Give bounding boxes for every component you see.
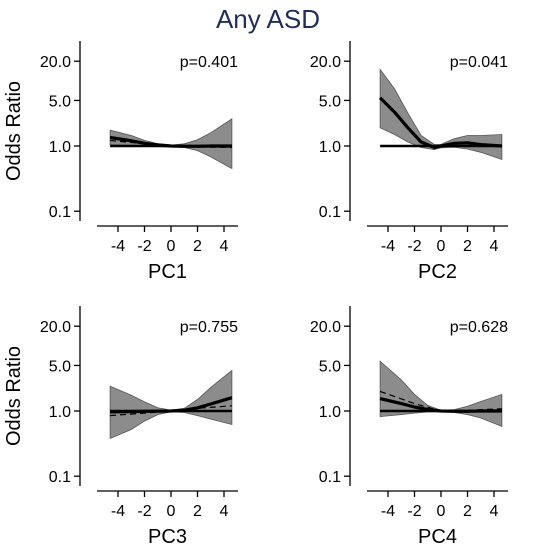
y-tick-label: 5.0	[319, 93, 341, 110]
x-axis-label: PC1	[148, 261, 187, 283]
y-tick-label: 20.0	[40, 319, 71, 336]
y-tick-label: 5.0	[319, 358, 341, 375]
x-tick-label: 0	[167, 503, 176, 520]
y-tick-label: 1.0	[49, 139, 71, 156]
y-axis-label: Odds Ratio	[3, 81, 25, 181]
x-tick-label: 4	[490, 238, 499, 255]
confidence-band	[109, 369, 233, 440]
panel-4: 0.1 1.0 5.0 20.0 -4 -2 0 2 4 PC4 p=0.628	[310, 306, 508, 544]
p-value-label: p=0.755	[180, 319, 238, 336]
x-tick-label: 4	[220, 503, 229, 520]
x-tick-label: 4	[490, 503, 499, 520]
y-axis-label: Odds Ratio	[3, 346, 25, 446]
panel-2: 0.1 1.0 5.0 20.0 -4 -2 0 2 4 PC2 p=0.041	[310, 41, 508, 283]
x-tick-label: 0	[167, 238, 176, 255]
panel-1: 0.1 1.0 5.0 20.0 -4 -2 0 2 4 PC1 Odds Ratio p=0.401	[3, 41, 238, 283]
x-tick-label: 4	[220, 238, 229, 255]
x-tick-label: -4	[381, 503, 395, 520]
x-tick-label: -2	[137, 238, 151, 255]
y-tick-label: 5.0	[49, 93, 71, 110]
x-tick-label: -2	[407, 238, 421, 255]
y-tick-label: 1.0	[319, 139, 341, 156]
p-value-label: p=0.401	[180, 54, 238, 71]
y-tick-label: 5.0	[49, 358, 71, 375]
y-tick-label: 1.0	[49, 404, 71, 421]
p-value-label: p=0.041	[450, 54, 508, 71]
y-tick-label: 1.0	[319, 404, 341, 421]
x-tick-label: -2	[137, 503, 151, 520]
panel-3: 0.1 1.0 5.0 20.0 -4 -2 0 2 4 PC3 Odds Ratio p=0.755	[3, 306, 238, 544]
x-axis-label: PC3	[148, 526, 187, 544]
confidence-band	[379, 360, 503, 427]
confidence-band	[379, 68, 503, 161]
x-axis-label: PC2	[418, 261, 457, 283]
x-tick-label: -4	[111, 503, 125, 520]
x-tick-label: -4	[111, 238, 125, 255]
figure-title: Any ASD	[216, 4, 320, 34]
x-tick-label: 0	[437, 503, 446, 520]
y-tick-label: 0.1	[49, 469, 71, 486]
x-tick-label: -4	[381, 238, 395, 255]
confidence-band	[109, 118, 233, 170]
x-tick-label: 2	[463, 238, 472, 255]
y-tick-label: 0.1	[319, 469, 341, 486]
y-tick-label: 0.1	[319, 204, 341, 221]
x-tick-label: 2	[193, 238, 202, 255]
x-tick-label: 2	[463, 503, 472, 520]
y-tick-label: 0.1	[49, 204, 71, 221]
y-tick-label: 20.0	[40, 54, 71, 71]
p-value-label: p=0.628	[450, 319, 508, 336]
y-tick-label: 20.0	[310, 319, 341, 336]
x-tick-label: -2	[407, 503, 421, 520]
x-tick-label: 0	[437, 238, 446, 255]
y-tick-label: 20.0	[310, 54, 341, 71]
x-tick-label: 2	[193, 503, 202, 520]
x-axis-label: PC4	[418, 526, 457, 544]
